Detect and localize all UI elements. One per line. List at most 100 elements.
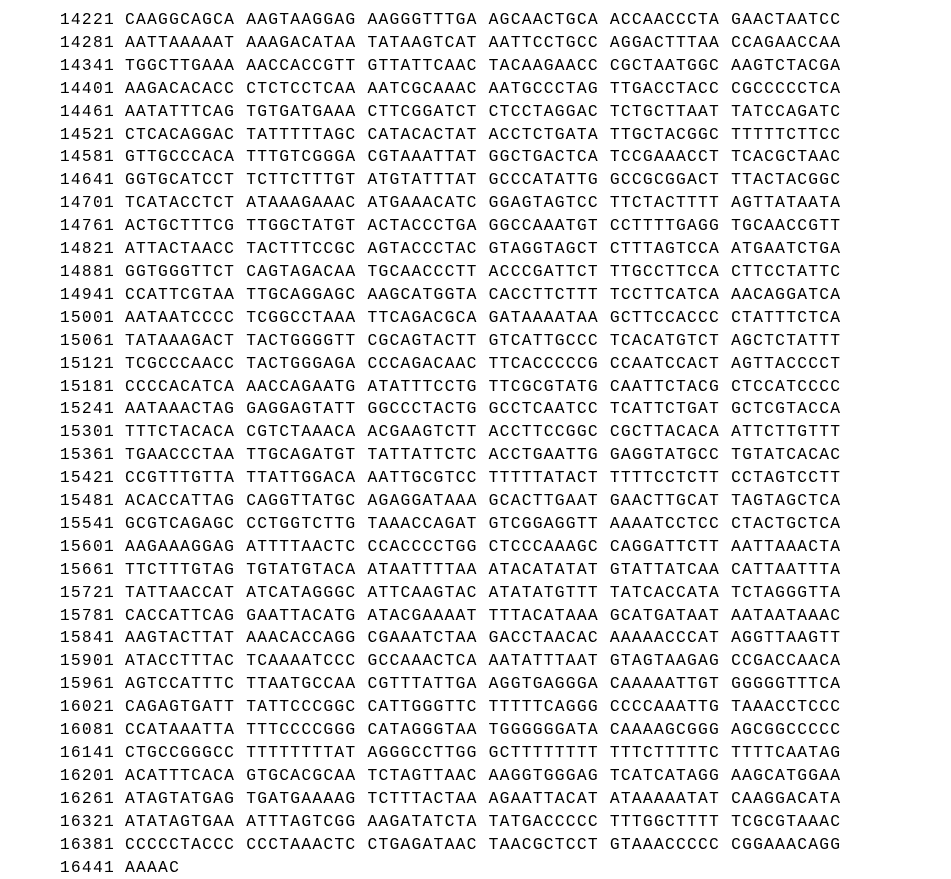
sequence-block: AGTACCCTAC bbox=[367, 238, 488, 261]
sequence-block: CTCCTAGGAC bbox=[489, 101, 610, 124]
sequence-block: CTTTAGTCCA bbox=[610, 238, 731, 261]
sequence-row: 14881GGTGGGTTCTCAGTAGACAATGCAACCCTTACCCG… bbox=[50, 261, 951, 284]
sequence-row: 14401AAGACACACCCTCTCCTCAAAATCGCAAACAATGC… bbox=[50, 78, 951, 101]
sequence-block: CAATTCTACG bbox=[610, 376, 731, 399]
sequence-block: ATTTTAACTC bbox=[246, 536, 367, 559]
position-label: 15241 bbox=[50, 398, 125, 421]
dna-sequence-listing: 14221CAAGGCAGCAAAGTAAGGAGAAGGGTTTGAAGCAA… bbox=[50, 9, 951, 879]
sequence-block: TCGGCCTAAA bbox=[246, 307, 367, 330]
sequence-block: ACATTTCACA bbox=[125, 765, 246, 788]
sequence-row: 15061TATAAAGACTTACTGGGGTTCGCAGTACTTGTCAT… bbox=[50, 330, 951, 353]
sequence-block: TTGACCTACC bbox=[610, 78, 731, 101]
sequence-row: 15001AATAATCCCCTCGGCCTAAATTCAGACGCAGATAA… bbox=[50, 307, 951, 330]
sequence-block: AATGCCCTAG bbox=[489, 78, 610, 101]
sequence-row: 15601AAGAAAGGAGATTTTAACTCCCACCCCTGGCTCCC… bbox=[50, 536, 951, 559]
sequence-block: CTGCCGGGCC bbox=[125, 742, 246, 765]
sequence-block: ATGTATTTAT bbox=[367, 169, 488, 192]
sequence-block: ATGAAACATC bbox=[367, 192, 488, 215]
sequence-row: 14521CTCACAGGACTATTTTTAGCCATACACTATACCTC… bbox=[50, 124, 951, 147]
sequence-block: AAGATATCTA bbox=[367, 811, 488, 834]
sequence-block: TTCAGACGCA bbox=[367, 307, 488, 330]
sequence-row: 15721TATTAACCATATCATAGGGCATTCAAGTACATATA… bbox=[50, 582, 951, 605]
sequence-block: TTCTACTTTT bbox=[610, 192, 731, 215]
sequence-block: GGTGGGTTCT bbox=[125, 261, 246, 284]
sequence-row: 16141CTGCCGGGCCTTTTTTTTATAGGGCCTTGGGCTTT… bbox=[50, 742, 951, 765]
sequence-block: TCTTCTTTGT bbox=[246, 169, 367, 192]
position-label: 15721 bbox=[50, 582, 125, 605]
sequence-block: AGTCCATTTC bbox=[125, 673, 246, 696]
sequence-block: TTGCAGGAGC bbox=[246, 284, 367, 307]
position-label: 15121 bbox=[50, 353, 125, 376]
sequence-row: 14941CCATTCGTAATTGCAGGAGCAAGCATGGTACACCT… bbox=[50, 284, 951, 307]
sequence-block: CTCCATCCCC bbox=[731, 376, 852, 399]
sequence-block: TTTTTTTTAT bbox=[246, 742, 367, 765]
sequence-block: CCTAGTCCTT bbox=[731, 467, 852, 490]
sequence-block: CTCTCCTCAA bbox=[246, 78, 367, 101]
sequence-block: TCGCCCAACC bbox=[125, 353, 246, 376]
sequence-block: CGCTAATGGC bbox=[610, 55, 731, 78]
sequence-block: CAAAAATTGT bbox=[610, 673, 731, 696]
sequence-block: CAAAAGCGGG bbox=[610, 719, 731, 742]
sequence-block: CCCCCTACCC bbox=[125, 834, 246, 857]
sequence-block: CTCACAGGAC bbox=[125, 124, 246, 147]
sequence-block: CCCCACATCA bbox=[125, 376, 246, 399]
sequence-block: GCTTCCACCC bbox=[610, 307, 731, 330]
position-label: 16201 bbox=[50, 765, 125, 788]
sequence-block: ATTTAGTCGG bbox=[246, 811, 367, 834]
sequence-row: 14581GTTGCCCACATTTGTCGGGACGTAAATTATGGCTG… bbox=[50, 146, 951, 169]
sequence-block: AAGAAAGGAG bbox=[125, 536, 246, 559]
position-label: 14341 bbox=[50, 55, 125, 78]
sequence-block: AATTAAACTA bbox=[731, 536, 852, 559]
sequence-block: ATTCTTGTTT bbox=[731, 421, 852, 444]
sequence-block: AATTGCGTCC bbox=[367, 467, 488, 490]
sequence-block: ACGAAGTCTT bbox=[367, 421, 488, 444]
position-label: 14221 bbox=[50, 9, 125, 32]
sequence-row: 16381CCCCCTACCCCCCTAAACTCCTGAGATAACTAACG… bbox=[50, 834, 951, 857]
sequence-block: TGATGAAAAG bbox=[246, 788, 367, 811]
sequence-block: TATTCCCGGC bbox=[246, 696, 367, 719]
sequence-block: TTTTCCTCTT bbox=[610, 467, 731, 490]
sequence-block: TTTTTCAGGG bbox=[489, 696, 610, 719]
sequence-block: ACTACCCTGA bbox=[367, 215, 488, 238]
position-label: 16261 bbox=[50, 788, 125, 811]
sequence-block: TTTACATAAA bbox=[489, 605, 610, 628]
sequence-block: TCCGAAACCT bbox=[610, 146, 731, 169]
sequence-block: CGTCTAAACA bbox=[246, 421, 367, 444]
sequence-block: CCGACCAACA bbox=[731, 650, 852, 673]
sequence-block: CTCCCAAAGC bbox=[489, 536, 610, 559]
sequence-block: TCTAGGGTTA bbox=[731, 582, 852, 605]
sequence-block: CTGAGATAAC bbox=[367, 834, 488, 857]
sequence-block: AGCAACTGCA bbox=[489, 9, 610, 32]
sequence-row: 14641GGTGCATCCTTCTTCTTTGTATGTATTTATGCCCA… bbox=[50, 169, 951, 192]
sequence-block: TGTATCACAC bbox=[731, 444, 852, 467]
position-label: 15001 bbox=[50, 307, 125, 330]
sequence-block: AAGTAAGGAG bbox=[246, 9, 367, 32]
sequence-block: GTAAACCCCC bbox=[610, 834, 731, 857]
sequence-block: ATGAATCTGA bbox=[731, 238, 852, 261]
sequence-block: AAGACACACC bbox=[125, 78, 246, 101]
sequence-block: CAAGGCAGCA bbox=[125, 9, 246, 32]
sequence-block: AAGTACTTAT bbox=[125, 627, 246, 650]
sequence-block: TTTCTTTTTC bbox=[610, 742, 731, 765]
sequence-block: AAGCATGGAA bbox=[731, 765, 852, 788]
sequence-block: TTGCTACGGC bbox=[610, 124, 731, 147]
sequence-block: AACCAGAATG bbox=[246, 376, 367, 399]
position-label: 14941 bbox=[50, 284, 125, 307]
sequence-block: TCACATGTCT bbox=[610, 330, 731, 353]
position-label: 16081 bbox=[50, 719, 125, 742]
sequence-block: ATACATATAT bbox=[489, 559, 610, 582]
sequence-block: ATAAAGAAAC bbox=[246, 192, 367, 215]
sequence-block: ATATATGTTT bbox=[489, 582, 610, 605]
sequence-block: GCACTTGAAT bbox=[489, 490, 610, 513]
sequence-row: 15421CCGTTTGTTATTATTGGACAAATTGCGTCCTTTTT… bbox=[50, 467, 951, 490]
sequence-block: TTTCCCCGGG bbox=[246, 719, 367, 742]
position-label: 15421 bbox=[50, 467, 125, 490]
sequence-block: GGGGGTTTCA bbox=[731, 673, 852, 696]
sequence-block: CATACACTAT bbox=[367, 124, 488, 147]
sequence-block: CCCTAAACTC bbox=[246, 834, 367, 857]
sequence-block: TCTGCTTAAT bbox=[610, 101, 731, 124]
sequence-block: CAGGTTATGC bbox=[246, 490, 367, 513]
sequence-block: TACTGGGGTT bbox=[246, 330, 367, 353]
sequence-block: AGCTCTATTT bbox=[731, 330, 852, 353]
sequence-block: TTTTCAATAG bbox=[731, 742, 852, 765]
